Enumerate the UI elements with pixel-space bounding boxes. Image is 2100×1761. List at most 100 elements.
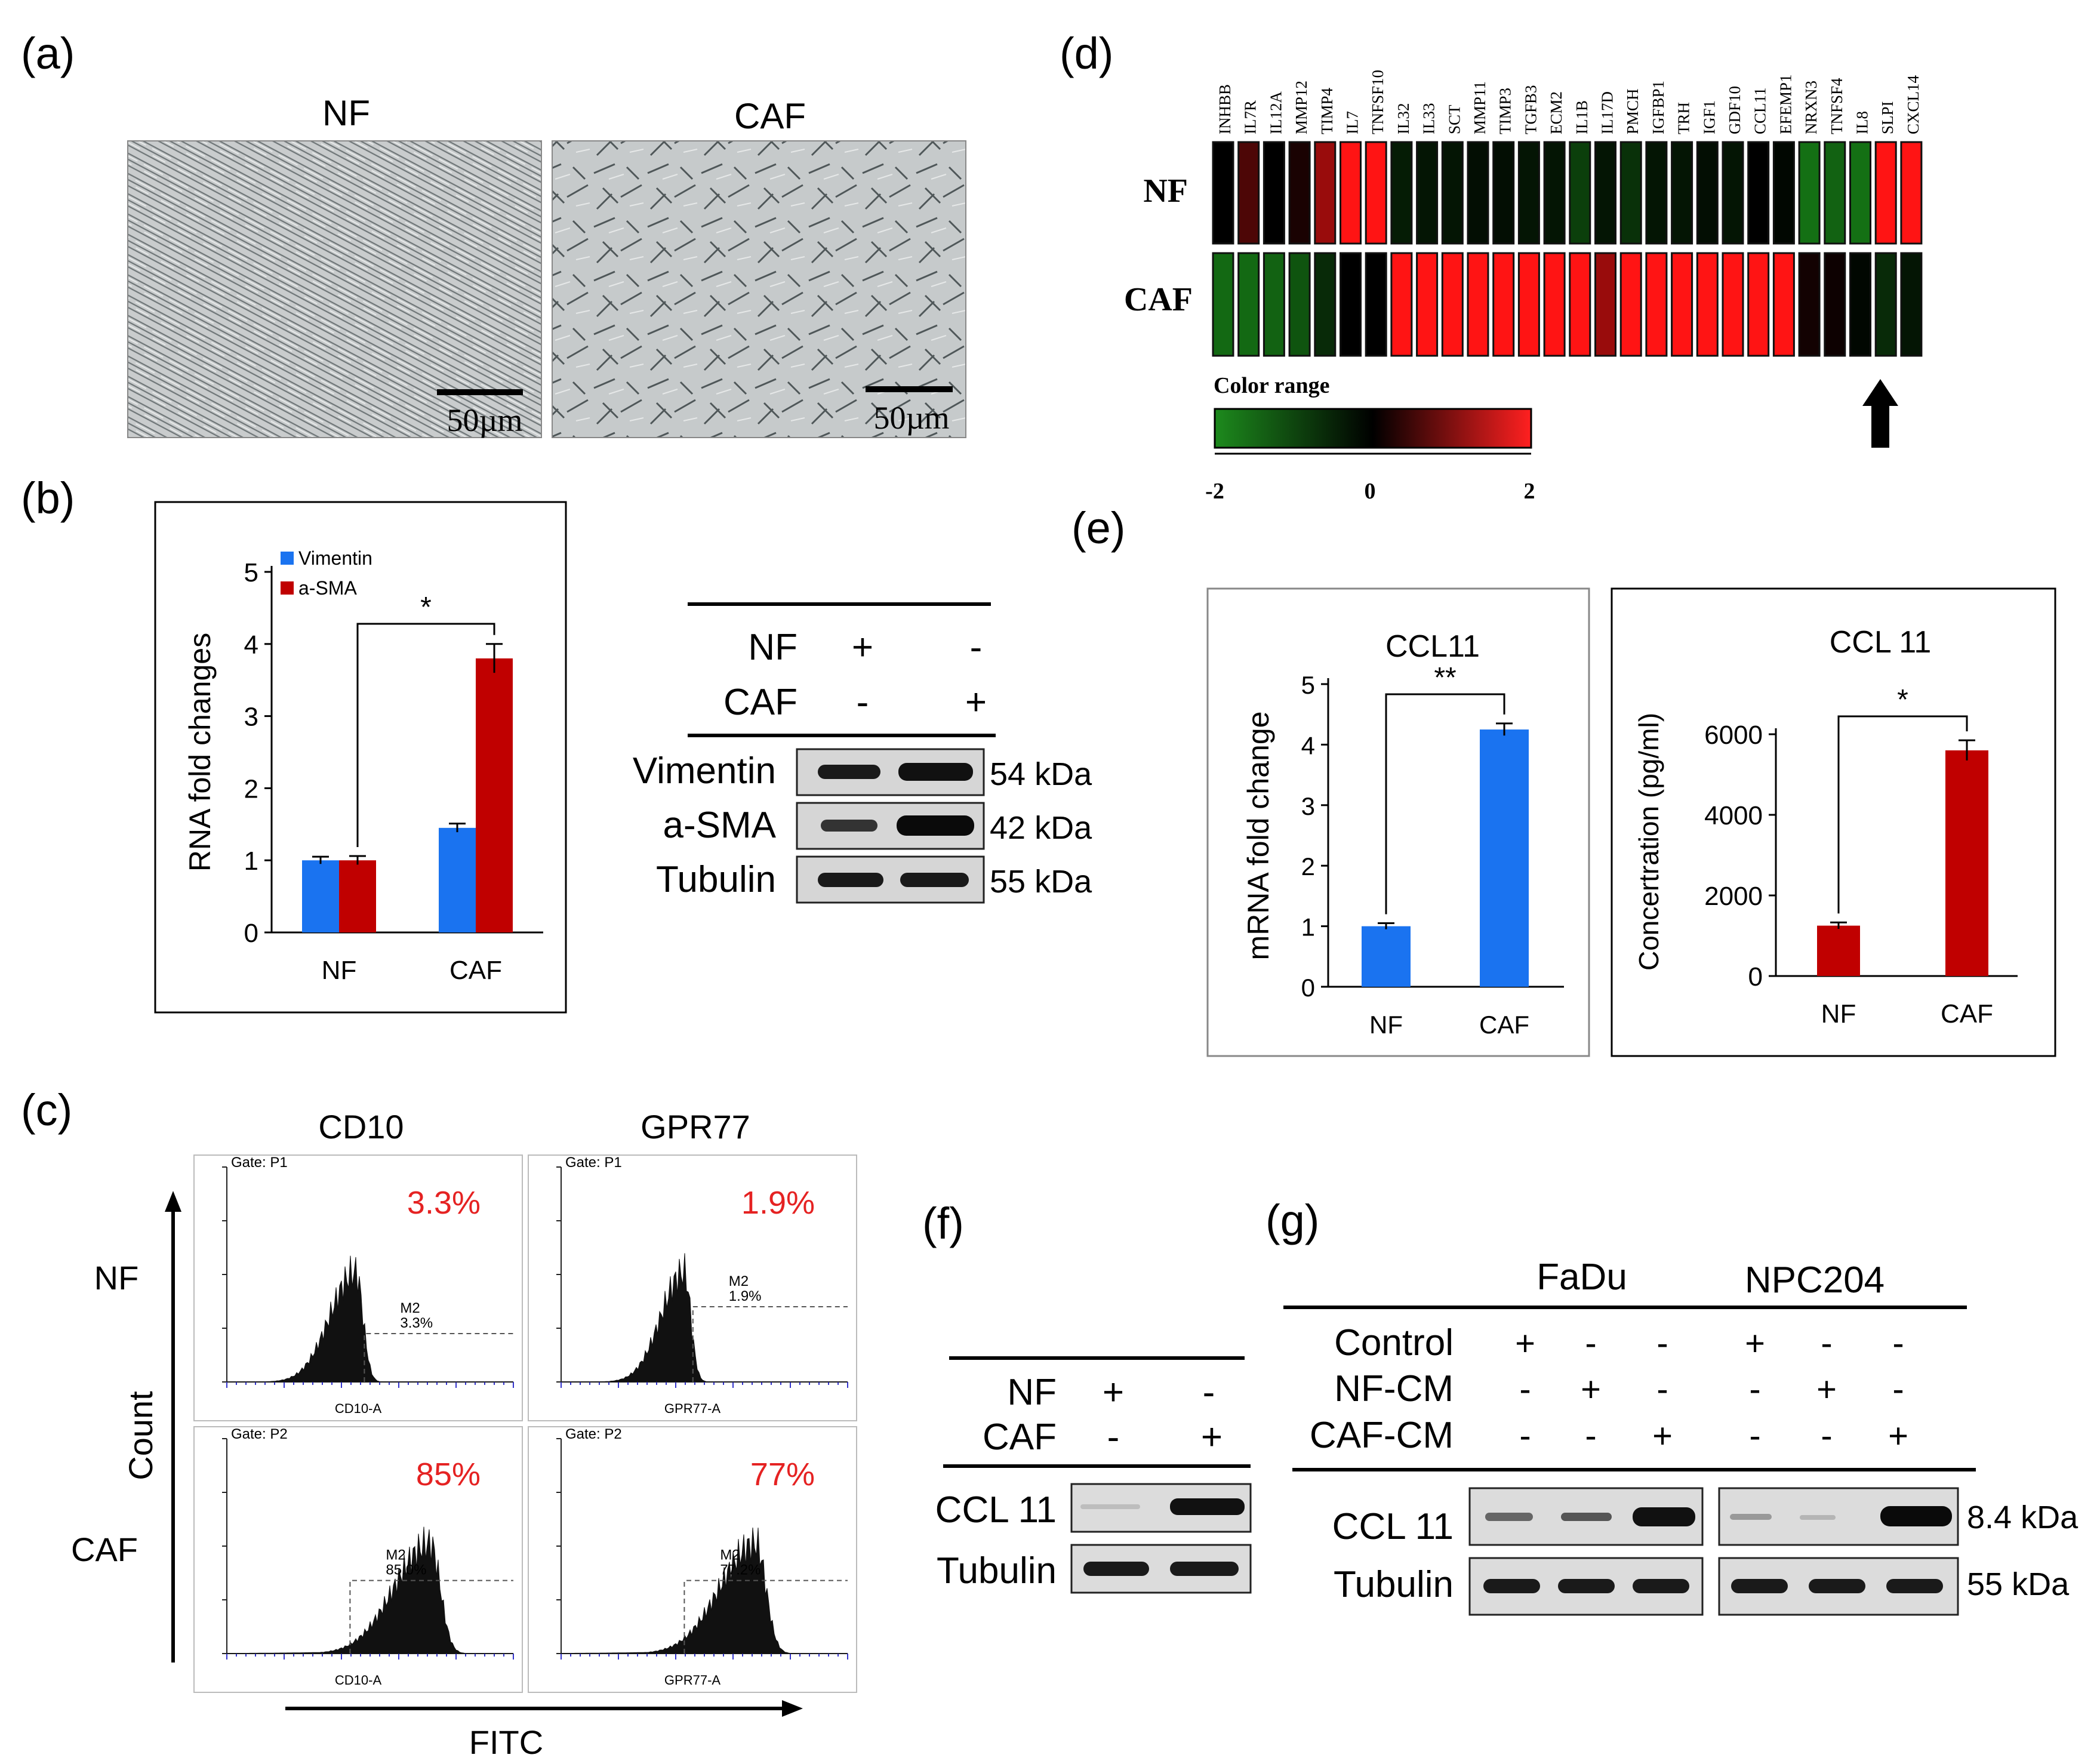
panel-label-f: (f) <box>922 1199 964 1248</box>
flow-histogram <box>561 1253 848 1383</box>
gene-label: TRH <box>1675 102 1693 134</box>
y-tick-label: 4000 <box>1704 801 1763 830</box>
flow-y-axis-label: Count <box>122 1391 159 1480</box>
heat-cell-nf <box>1619 141 1642 245</box>
bar <box>1480 729 1529 987</box>
color-scale-tick: 0 <box>1365 479 1376 504</box>
heat-cell-caf <box>1619 252 1642 357</box>
panel-e2-frame <box>1611 587 2056 1057</box>
y-axis-label: Concertration (pg/ml) <box>1633 713 1664 971</box>
flow-col-title: CD10 <box>318 1108 404 1146</box>
panel-e1-frame <box>1206 587 1590 1057</box>
caf-scalebar-label: 50µm <box>873 400 949 436</box>
heat-cell-caf <box>1722 252 1744 357</box>
heat-cell-nf <box>1849 141 1871 245</box>
arrowhead <box>782 1700 803 1717</box>
gene-label: IL8 <box>1853 111 1871 134</box>
m2-label: M2 <box>386 1547 405 1563</box>
heat-cell-nf <box>1492 141 1515 245</box>
condition-sign: - <box>1656 1324 1668 1363</box>
percent-positive: 1.9% <box>741 1185 815 1221</box>
y-tick-label: 5 <box>1301 671 1315 699</box>
gene-label: ECM2 <box>1547 91 1565 134</box>
wb-size-label: 55 kDa <box>990 864 1092 900</box>
gene-label: SLPI <box>1879 101 1896 134</box>
condition-sign: - <box>1892 1324 1904 1363</box>
y-tick-label: 2 <box>244 774 258 803</box>
significance-bracket <box>1837 715 1968 914</box>
rna-fold-chart: 0 1 2 3 4 5 NF CAF RNA fold changes Vimentin a-SMA… <box>183 547 543 985</box>
band <box>1800 1515 1836 1520</box>
panel-label-c: (c) <box>21 1085 72 1135</box>
y-tick-label: 5 <box>244 558 258 587</box>
band <box>821 820 877 832</box>
wb-protein-label: Vimentin <box>633 750 776 792</box>
wb-protein-label: CCL 11 <box>1332 1506 1454 1547</box>
heat-cell-caf <box>1441 252 1464 357</box>
legend-swatch <box>281 552 294 565</box>
gene-label: IL7 <box>1344 111 1362 134</box>
wb-f-caf-label: CAF <box>983 1417 1057 1458</box>
y-tick-label: 2000 <box>1704 882 1763 911</box>
gene-label: IL7R <box>1242 100 1260 134</box>
significance-mark: * <box>420 592 432 623</box>
heat-cell-nf <box>1416 141 1439 245</box>
wb-b-sign: - <box>857 682 869 723</box>
band <box>1731 1579 1788 1593</box>
panel-label-b: (b) <box>21 473 75 523</box>
heat-cell-nf <box>1722 141 1744 245</box>
flow-histogram <box>226 1526 513 1654</box>
condition-label: CAF-CM <box>1310 1415 1454 1456</box>
heat-cell-caf <box>1798 252 1821 357</box>
x-tick-label: NF <box>322 956 357 985</box>
heat-cell-nf <box>1288 141 1311 245</box>
cell-line-label: NPC204 <box>1745 1260 1885 1301</box>
gate-label: Gate: P1 <box>231 1154 288 1171</box>
condition-sign: - <box>1519 1370 1531 1409</box>
condition-sign: + <box>1745 1324 1765 1363</box>
m2-value: 1.9% <box>729 1288 762 1304</box>
percent-positive: 85% <box>416 1457 481 1492</box>
heat-cell-caf <box>1390 252 1413 357</box>
wb-b-caf-label: CAF <box>723 682 797 723</box>
heat-cell-caf <box>1517 252 1540 357</box>
x-tick-label: NF <box>1821 999 1856 1029</box>
gate-label: Gate: P2 <box>231 1426 288 1442</box>
band <box>1558 1579 1615 1593</box>
panel-label-d: (d) <box>1060 29 1113 78</box>
gene-label: IL12A <box>1267 91 1285 134</box>
significance-mark: * <box>1897 684 1908 716</box>
band <box>1880 1506 1952 1526</box>
band <box>1080 1504 1140 1509</box>
bar <box>1817 925 1860 976</box>
y-tick-label: 3 <box>1301 792 1315 820</box>
m2-gate <box>692 1306 848 1382</box>
flow-axis-name: CD10-A <box>335 1401 382 1416</box>
significance-bracket <box>356 623 495 847</box>
y-axis-label: RNA fold changes <box>183 633 217 872</box>
gene-label: IL1B <box>1573 100 1591 134</box>
panel-label-g: (g) <box>1265 1196 1319 1245</box>
wb-size-label: 8.4 kDa <box>1967 1500 2079 1535</box>
legend-swatch <box>281 581 294 595</box>
band <box>1485 1513 1533 1521</box>
ccl11-mrna-chart: 0 1 2 3 4 5 NF CAF CCL11 mRNA fold change ** <box>1242 629 1564 1039</box>
heat-cell-nf <box>1314 141 1337 245</box>
y-tick-label: 0 <box>1301 974 1315 1002</box>
bar <box>339 860 376 932</box>
cell-line-label: FaDu <box>1536 1257 1627 1298</box>
y-tick-label: 3 <box>244 703 258 732</box>
gene-label: GDF10 <box>1726 86 1744 134</box>
wb-f-sign: - <box>1203 1372 1215 1413</box>
gene-label: IGF1 <box>1700 100 1718 134</box>
band <box>1633 1507 1695 1526</box>
band <box>818 873 883 887</box>
condition-sign: + <box>1515 1324 1535 1363</box>
gene-label: CXCL14 <box>1904 75 1922 134</box>
heat-cell-nf <box>1212 141 1234 245</box>
heat-cell-nf <box>1671 141 1693 245</box>
heat-cell-nf <box>1594 141 1616 245</box>
wb-protein-label: Tubulin <box>937 1550 1057 1591</box>
heat-cell-caf <box>1237 252 1260 357</box>
y-tick-label: 4 <box>244 630 258 660</box>
